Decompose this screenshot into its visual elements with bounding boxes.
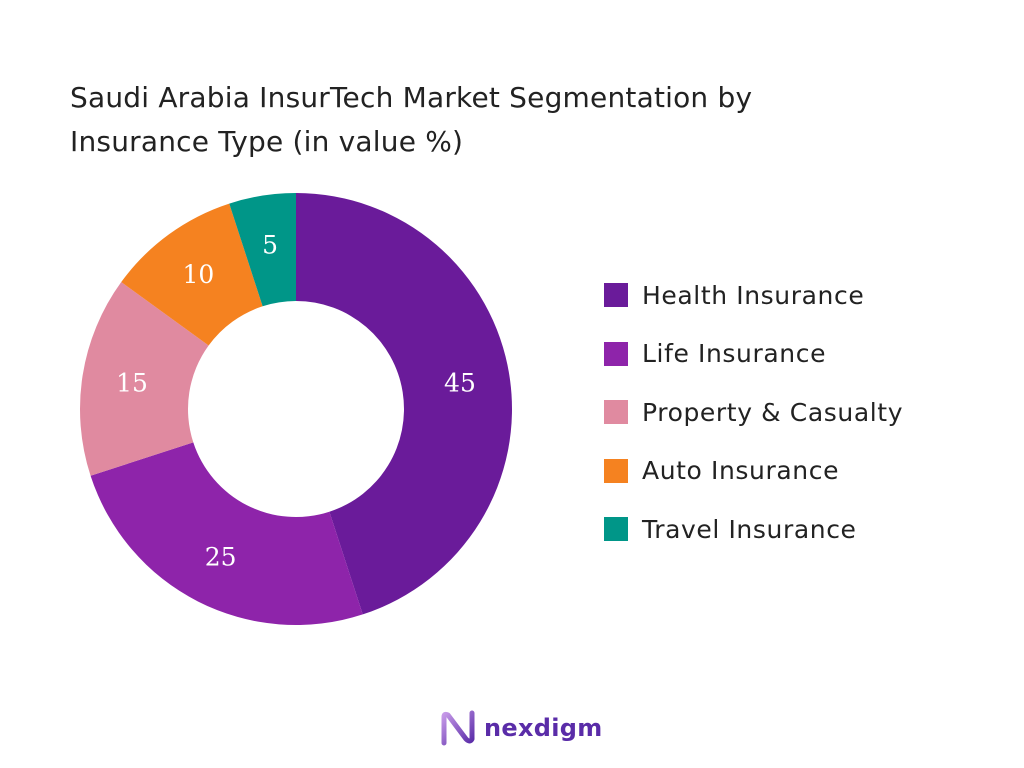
chart-title-line-2: Insurance Type (in value %) bbox=[70, 125, 464, 158]
legend-item-auto-insurance: Auto Insurance bbox=[604, 442, 903, 501]
chart-legend: Health Insurance Life Insurance Property… bbox=[604, 266, 903, 559]
legend-label: Life Insurance bbox=[642, 339, 827, 369]
donut-slice-labels: 45 25 15 10 5 bbox=[116, 231, 476, 572]
legend-swatch bbox=[604, 283, 628, 308]
donut-slice-auto-insurance bbox=[121, 203, 263, 346]
legend-swatch bbox=[604, 400, 628, 425]
donut-slice-health-insurance bbox=[296, 193, 513, 615]
donut-slice-life-insurance bbox=[90, 442, 363, 626]
slice-value-label: 10 bbox=[183, 260, 215, 289]
donut-slice-property-casualty bbox=[80, 282, 209, 476]
slice-value-label: 45 bbox=[444, 369, 476, 398]
legend-label: Property & Casualty bbox=[642, 397, 904, 427]
legend-swatch bbox=[604, 517, 628, 542]
legend-swatch bbox=[604, 458, 628, 483]
slice-value-label: 25 bbox=[205, 542, 237, 571]
brand-name: nexdigm bbox=[484, 714, 603, 742]
slice-value-label: 5 bbox=[262, 231, 278, 260]
legend-item-property-casualty: Property & Casualty bbox=[604, 383, 903, 442]
slice-value-label: 15 bbox=[116, 369, 148, 398]
legend-swatch bbox=[604, 341, 628, 366]
legend-item-health-insurance: Health Insurance bbox=[604, 266, 903, 325]
donut-slices bbox=[80, 193, 513, 626]
chart-title-line-1: Saudi Arabia InsurTech Market Segmentati… bbox=[70, 81, 753, 114]
chart-title: Saudi Arabia InsurTech Market Segmentati… bbox=[70, 76, 950, 164]
legend-item-travel-insurance: Travel Insurance bbox=[604, 500, 903, 559]
donut-slice-travel-insurance bbox=[229, 193, 296, 307]
legend-label: Health Insurance bbox=[642, 280, 865, 310]
legend-item-life-insurance: Life Insurance bbox=[604, 325, 903, 384]
legend-label: Travel Insurance bbox=[642, 514, 857, 544]
brand-footer: nexdigm bbox=[440, 708, 603, 748]
legend-label: Auto Insurance bbox=[642, 456, 840, 486]
nexdigm-logo-icon bbox=[441, 710, 475, 746]
